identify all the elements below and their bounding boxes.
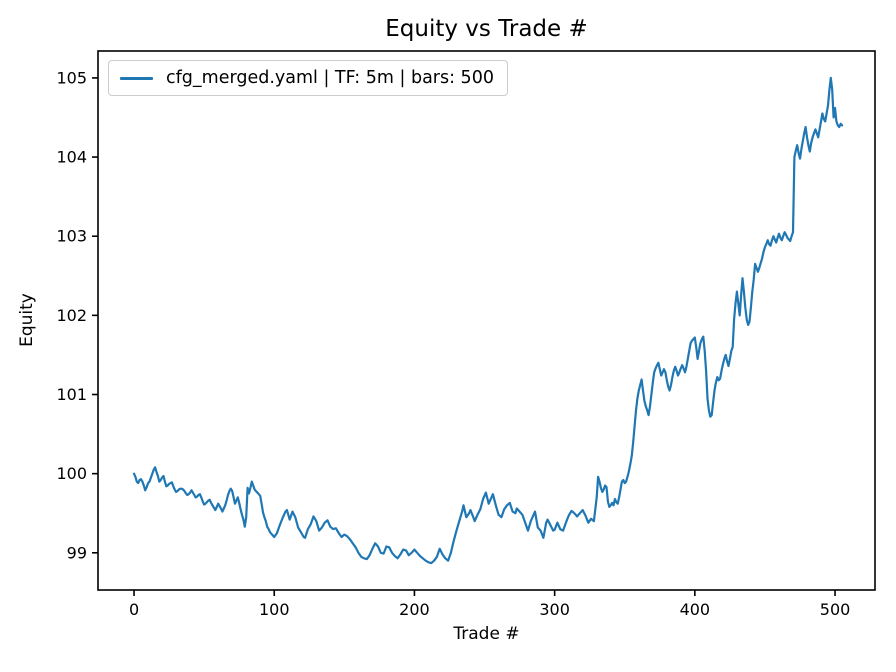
x-tick-label: 400 — [680, 600, 711, 619]
y-tick-label: 100 — [56, 464, 87, 483]
legend: cfg_merged.yaml | TF: 5m | bars: 500 — [108, 60, 508, 96]
x-tick-label: 100 — [259, 600, 290, 619]
axes-spines — [97, 50, 876, 591]
equity-line — [132, 76, 844, 565]
y-axis-label: Equity — [17, 293, 37, 347]
legend-line-sample — [120, 76, 153, 80]
x-tick-label: 300 — [539, 600, 570, 619]
x-axis-label: Trade # — [453, 624, 520, 644]
chart-title: Equity vs Trade # — [385, 16, 588, 42]
legend-label: cfg_merged.yaml | TF: 5m | bars: 500 — [166, 68, 494, 88]
y-tick-label: 101 — [56, 385, 87, 404]
y-tick-label: 105 — [56, 68, 87, 87]
x-tick-label: 0 — [129, 600, 139, 619]
y-tick-label: 103 — [56, 227, 87, 246]
x-tick-label: 200 — [399, 600, 430, 619]
y-tick-label: 102 — [56, 306, 87, 325]
x-tick-label: 500 — [820, 600, 851, 619]
y-tick-label: 99 — [67, 543, 87, 562]
y-tick-label: 104 — [56, 148, 87, 167]
